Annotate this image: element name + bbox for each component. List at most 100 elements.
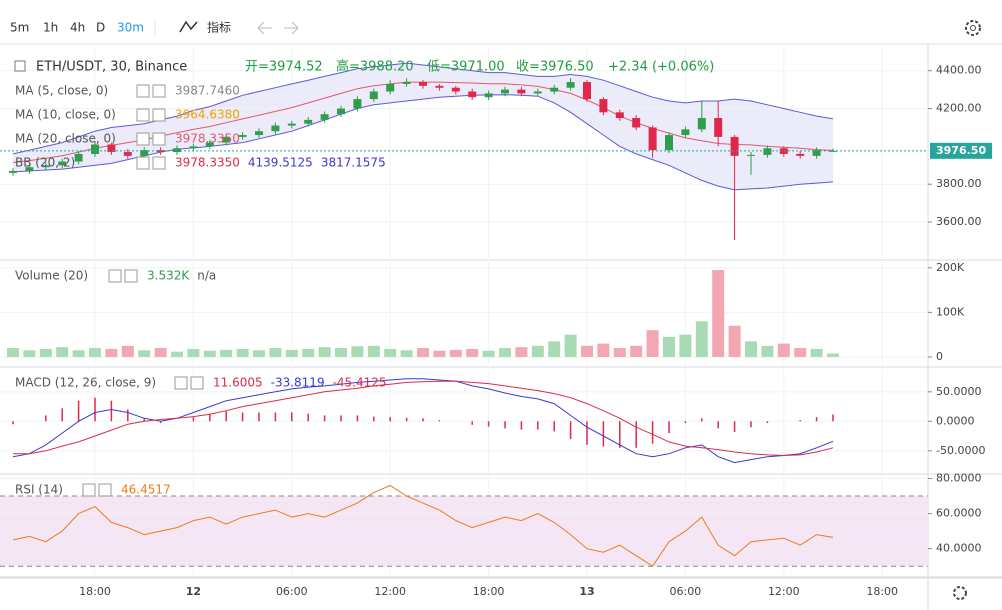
volume-bar [187,348,200,357]
candle-body [632,118,641,128]
candle-body [812,150,821,156]
volume-bar [777,343,790,357]
x-tick-label: 18:00 [866,585,898,598]
volume-bar [433,350,446,357]
eye-icon[interactable] [174,376,188,390]
legend-value: n/a [197,269,216,283]
candle-body [714,118,723,137]
volume-bar [203,350,216,357]
y-tick-label: 60.0000 [936,507,982,520]
candle-body [681,129,690,136]
indicators-button[interactable]: 指标 [207,20,231,35]
volume-bar [695,321,708,357]
candle-body [123,152,132,156]
close-icon[interactable] [152,108,166,122]
interval-button[interactable]: 4h [70,21,85,35]
legend-title: BB (20, 2) [15,156,75,170]
volume-bar [810,348,823,357]
volume-bar [56,347,69,357]
volume-bar [827,353,839,357]
volume-bar [515,347,528,357]
y-tick-label: 80.0000 [936,472,982,485]
candle-body [435,85,444,88]
candle-body [615,112,624,118]
candle-body [419,82,427,86]
interval-button[interactable]: D [96,21,105,35]
indicator-line [12,378,834,464]
candle-body [271,125,280,132]
candle-body [599,99,608,113]
candle-body [238,135,247,137]
volume-bar [564,334,577,357]
volume-bar [335,348,347,357]
legend-title: Volume (20) [15,269,88,283]
candle-body [517,89,526,94]
settings-button[interactable] [965,20,981,36]
candle-body [140,150,149,156]
undo-button[interactable] [257,21,272,35]
candle-body [74,153,83,162]
volume-bar [417,348,429,357]
ohlc-readout: 高=3988.20 [336,59,414,75]
close-icon[interactable] [152,84,166,98]
y-tick-label: 3600.00 [936,215,982,228]
candle-body [501,89,509,94]
candle-body [320,114,329,120]
candle-body [779,148,788,154]
redo-button[interactable] [284,21,299,35]
candle-body [665,135,673,151]
candle-body [484,93,493,98]
eye-icon[interactable] [136,108,150,122]
settings-button[interactable] [953,586,967,600]
indicator-line [13,380,834,457]
volume-bar [253,350,265,357]
volume-bar [384,348,397,357]
candle-body [41,165,50,168]
legend-value: 3964.6380 [175,108,240,122]
interval-button[interactable]: 30m [117,21,144,35]
eye-icon[interactable] [82,483,96,497]
interval-button[interactable]: 1h [43,21,58,35]
legend-value: 3987.7460 [175,84,240,98]
interval-button[interactable]: 5m [10,21,29,35]
volume-bar [89,348,101,357]
volume-bar [171,351,183,357]
close-icon[interactable] [152,156,166,170]
x-tick-label: 18:00 [79,585,111,598]
indicator-line [12,62,834,155]
volume-bar [466,348,479,357]
candle-body [747,154,755,156]
candle-body [353,99,362,109]
legend-collapse[interactable] [14,60,26,72]
close-icon[interactable] [190,376,204,390]
candle-body [9,170,17,173]
bollinger-band-fill [13,63,833,190]
close-icon[interactable] [124,269,138,283]
ohlc-readout: +2.34 (+0.06%) [608,60,714,75]
candle-body [550,87,559,92]
close-icon[interactable] [98,483,112,497]
indicator-icon[interactable] [179,20,198,33]
volume-bar [7,348,19,357]
eye-icon[interactable] [108,269,122,283]
last-price-tag [930,142,992,159]
x-tick-label: 13 [579,585,594,598]
volume-bar [499,348,511,357]
volume-bar [269,348,282,357]
eye-icon[interactable] [136,84,150,98]
candle-body [255,131,263,136]
legend-title: RSI (14) [15,483,63,497]
eye-icon[interactable] [136,156,150,170]
legend-title: MA (10, close, 0) [15,108,116,122]
candle-body [222,136,231,143]
volume-bar [23,350,36,357]
volume-bar [712,270,725,357]
volume-bar [285,349,298,357]
eye-icon[interactable] [136,132,150,146]
y-tick-label: 40.0000 [936,542,982,555]
last-price-label: 3976.50 [936,144,986,157]
legend-value: 3817.1575 [321,156,386,170]
symbol-title[interactable]: ETH/USDT, 30, Binance [36,60,187,75]
close-icon[interactable] [152,132,166,146]
volume-bar [482,350,495,357]
